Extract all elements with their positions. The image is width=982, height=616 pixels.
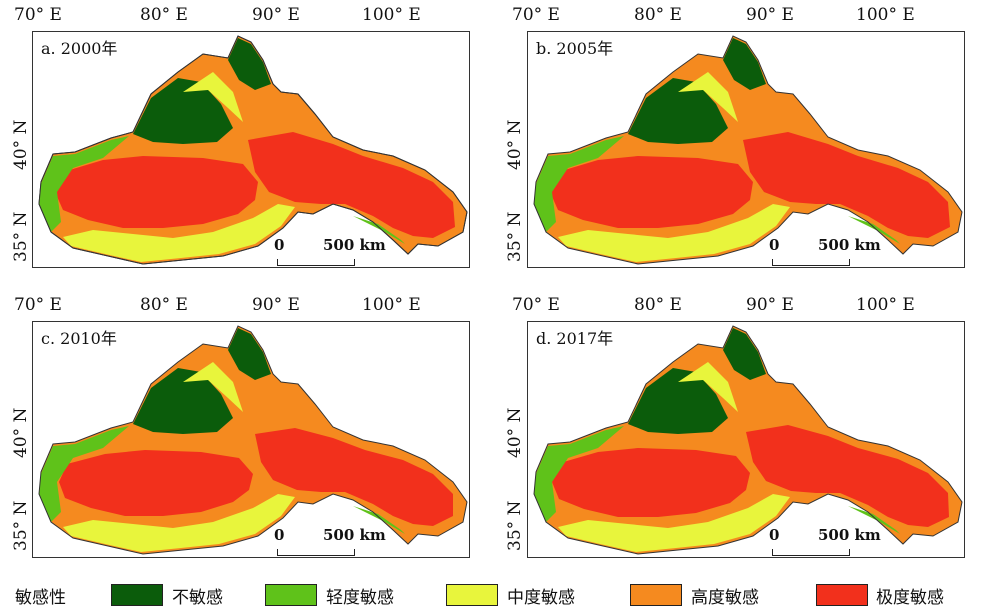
map-frame: a. 2000年 0 500 km <box>32 31 470 268</box>
panel-label: b. 2005年 <box>536 39 614 58</box>
lat-tick-40: 40° N <box>11 407 31 458</box>
lon-tick-90: 90° E <box>252 295 300 315</box>
lon-tick-100: 100° E <box>362 5 421 25</box>
legend-swatch-moderate <box>446 584 498 606</box>
legend-swatch-insensitive <box>111 584 163 606</box>
xinjiang-sensitivity-map <box>533 325 963 555</box>
legend-label-high: 高度敏感 <box>691 588 759 608</box>
scale-bar <box>277 259 355 266</box>
panel-label: c. 2010年 <box>41 329 117 348</box>
scale-start: 0 <box>769 526 780 544</box>
lat-tick-35: 35° N <box>11 211 31 262</box>
lon-tick-70: 70° E <box>512 5 560 25</box>
panel-label: a. 2000年 <box>41 39 118 58</box>
lat-tick-35: 35° N <box>11 500 31 551</box>
legend-label-extreme: 极度敏感 <box>876 588 944 608</box>
scale-start: 0 <box>769 236 780 254</box>
scale-end: 500 km <box>818 236 881 254</box>
lon-tick-90: 90° E <box>252 5 300 25</box>
map-frame: d. 2017年 0 500 km <box>527 321 965 558</box>
lon-tick-70: 70° E <box>14 295 62 315</box>
legend-label-slight: 轻度敏感 <box>326 588 394 608</box>
scale-end: 500 km <box>818 526 881 544</box>
lat-tick-40: 40° N <box>505 407 525 458</box>
scale-end: 500 km <box>323 236 386 254</box>
xinjiang-sensitivity-map <box>533 35 963 265</box>
lon-tick-100: 100° E <box>856 295 915 315</box>
lon-tick-100: 100° E <box>362 295 421 315</box>
lon-tick-80: 80° E <box>140 295 188 315</box>
scale-start: 0 <box>274 236 285 254</box>
scale-start: 0 <box>274 526 285 544</box>
legend-swatch-slight <box>265 584 317 606</box>
scale-bar <box>277 549 355 556</box>
lat-tick-35: 35° N <box>505 500 525 551</box>
scale-bar <box>772 549 850 556</box>
xinjiang-sensitivity-map <box>38 35 468 265</box>
lon-tick-80: 80° E <box>634 295 682 315</box>
lon-tick-70: 70° E <box>14 5 62 25</box>
xinjiang-sensitivity-map <box>38 325 468 555</box>
panel-label: d. 2017年 <box>536 329 614 348</box>
lat-tick-40: 40° N <box>11 119 31 170</box>
scale-end: 500 km <box>323 526 386 544</box>
lat-tick-35: 35° N <box>505 211 525 262</box>
legend-label-insensitive: 不敏感 <box>172 588 223 608</box>
legend-label-moderate: 中度敏感 <box>507 588 575 608</box>
map-frame: b. 2005年 0 500 km <box>527 31 965 268</box>
map-frame: c. 2010年 0 500 km <box>32 321 470 558</box>
lon-tick-70: 70° E <box>512 295 560 315</box>
legend-swatch-high <box>630 584 682 606</box>
legend-swatch-extreme <box>816 584 868 606</box>
lon-tick-90: 90° E <box>746 5 794 25</box>
lon-tick-100: 100° E <box>856 5 915 25</box>
lon-tick-90: 90° E <box>746 295 794 315</box>
legend-title: 敏感性 <box>15 588 66 608</box>
legend: 敏感性 不敏感 轻度敏感 中度敏感 高度敏感 极度敏感 <box>0 580 982 610</box>
scale-bar <box>772 259 850 266</box>
lon-tick-80: 80° E <box>140 5 188 25</box>
lon-tick-80: 80° E <box>634 5 682 25</box>
lat-tick-40: 40° N <box>505 119 525 170</box>
